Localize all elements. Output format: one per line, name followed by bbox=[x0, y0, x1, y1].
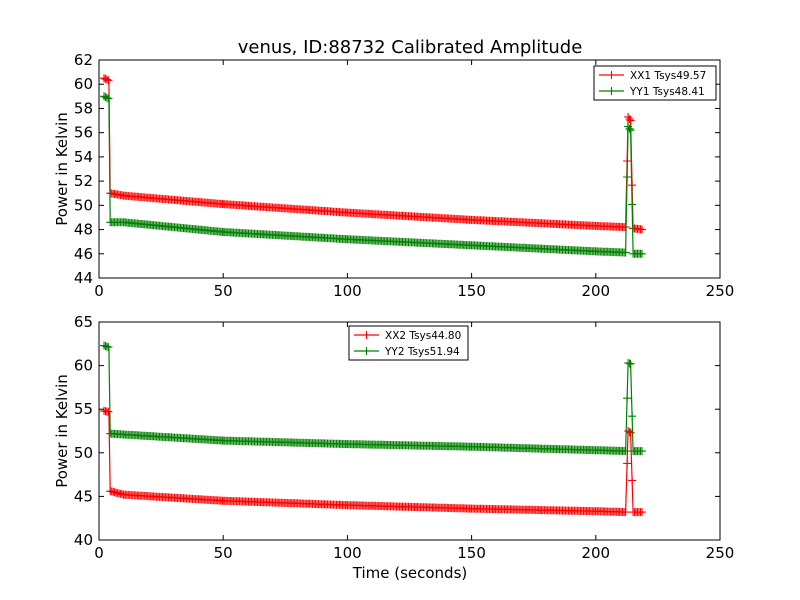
axes-frame bbox=[98, 321, 721, 541]
series-markers bbox=[100, 341, 646, 456]
series-markers bbox=[100, 92, 646, 258]
legend-marker bbox=[607, 71, 616, 79]
x-tick-label: 100 bbox=[333, 544, 362, 562]
x-tick-label: 150 bbox=[457, 282, 486, 300]
series-YY1 Tsys48.41 bbox=[100, 92, 646, 258]
y-tick-label: 46 bbox=[74, 245, 93, 263]
x-tick-label: 250 bbox=[706, 282, 735, 300]
x-tick-label: 0 bbox=[94, 544, 104, 562]
y-tick-label: 45 bbox=[74, 487, 93, 505]
x-tick-label: 200 bbox=[581, 282, 610, 300]
x-tick-label: 250 bbox=[706, 544, 735, 562]
x-axis-label: Time (seconds) bbox=[352, 564, 468, 582]
x-tick-label: 0 bbox=[94, 282, 104, 300]
legend-box bbox=[593, 65, 717, 101]
y-axis-label: Power in Kelvin bbox=[53, 112, 71, 226]
legend-label: YY2 Tsys51.94 bbox=[384, 346, 460, 358]
legend-marker bbox=[362, 331, 371, 339]
series-markers bbox=[100, 406, 646, 517]
x-tick-label: 200 bbox=[581, 544, 610, 562]
legend-label: YY1 Tsys48.41 bbox=[629, 86, 705, 98]
legend-marker bbox=[607, 87, 616, 95]
subplot-bottom: Power in Kelvin Time (seconds) 0 50 100 150… bbox=[53, 313, 734, 582]
y-tick-label: 44 bbox=[74, 269, 93, 287]
tick-group: 0 50 100 150 200 250 44 46 48 50 52 54 56 58 60 62 bbox=[74, 51, 734, 300]
tick-group: 0 50 100 150 200 250 40 45 50 55 60 65 bbox=[74, 313, 734, 562]
plot-area bbox=[100, 74, 646, 258]
y-tick-label: 50 bbox=[74, 196, 93, 214]
x-tick-label: 150 bbox=[457, 544, 486, 562]
subplot-top: venus, ID:88732 Calibrated Amplitude Pow… bbox=[53, 37, 734, 300]
y-tick-label: 58 bbox=[74, 99, 93, 117]
y-tick-label: 60 bbox=[74, 357, 93, 375]
legend: XX2 Tsys44.80 YY2 Tsys51.94 bbox=[348, 325, 469, 361]
y-tick-label: 60 bbox=[74, 75, 93, 93]
x-tick-label: 100 bbox=[333, 282, 362, 300]
chart-title: venus, ID:88732 Calibrated Amplitude bbox=[238, 37, 583, 58]
axes-frame bbox=[98, 59, 721, 279]
y-tick-label: 55 bbox=[74, 400, 93, 418]
y-axis-label: Power in Kelvin bbox=[53, 374, 71, 488]
series-XX2 Tsys44.80 bbox=[100, 406, 646, 517]
y-tick-label: 50 bbox=[74, 444, 93, 462]
y-tick-label: 62 bbox=[74, 51, 93, 69]
y-tick-label: 48 bbox=[74, 221, 93, 239]
plot-area bbox=[100, 341, 646, 517]
legend-marker bbox=[362, 347, 371, 355]
x-tick-label: 50 bbox=[214, 544, 233, 562]
y-tick-label: 54 bbox=[74, 148, 93, 166]
legend-box bbox=[348, 325, 469, 361]
x-tick-label: 50 bbox=[214, 282, 233, 300]
series-markers bbox=[100, 74, 646, 234]
legend-label: XX2 Tsys44.80 bbox=[385, 330, 461, 342]
series-line bbox=[103, 77, 644, 231]
y-tick-label: 52 bbox=[74, 172, 93, 190]
legend: XX1 Tsys49.57 YY1 Tsys48.41 bbox=[593, 65, 717, 101]
legend-label: XX1 Tsys49.57 bbox=[630, 70, 706, 82]
y-tick-label: 65 bbox=[74, 313, 93, 331]
series-YY2 Tsys51.94 bbox=[100, 341, 646, 456]
y-tick-label: 40 bbox=[74, 531, 93, 549]
series-XX1 Tsys49.57 bbox=[100, 74, 646, 234]
y-tick-label: 56 bbox=[74, 124, 93, 142]
